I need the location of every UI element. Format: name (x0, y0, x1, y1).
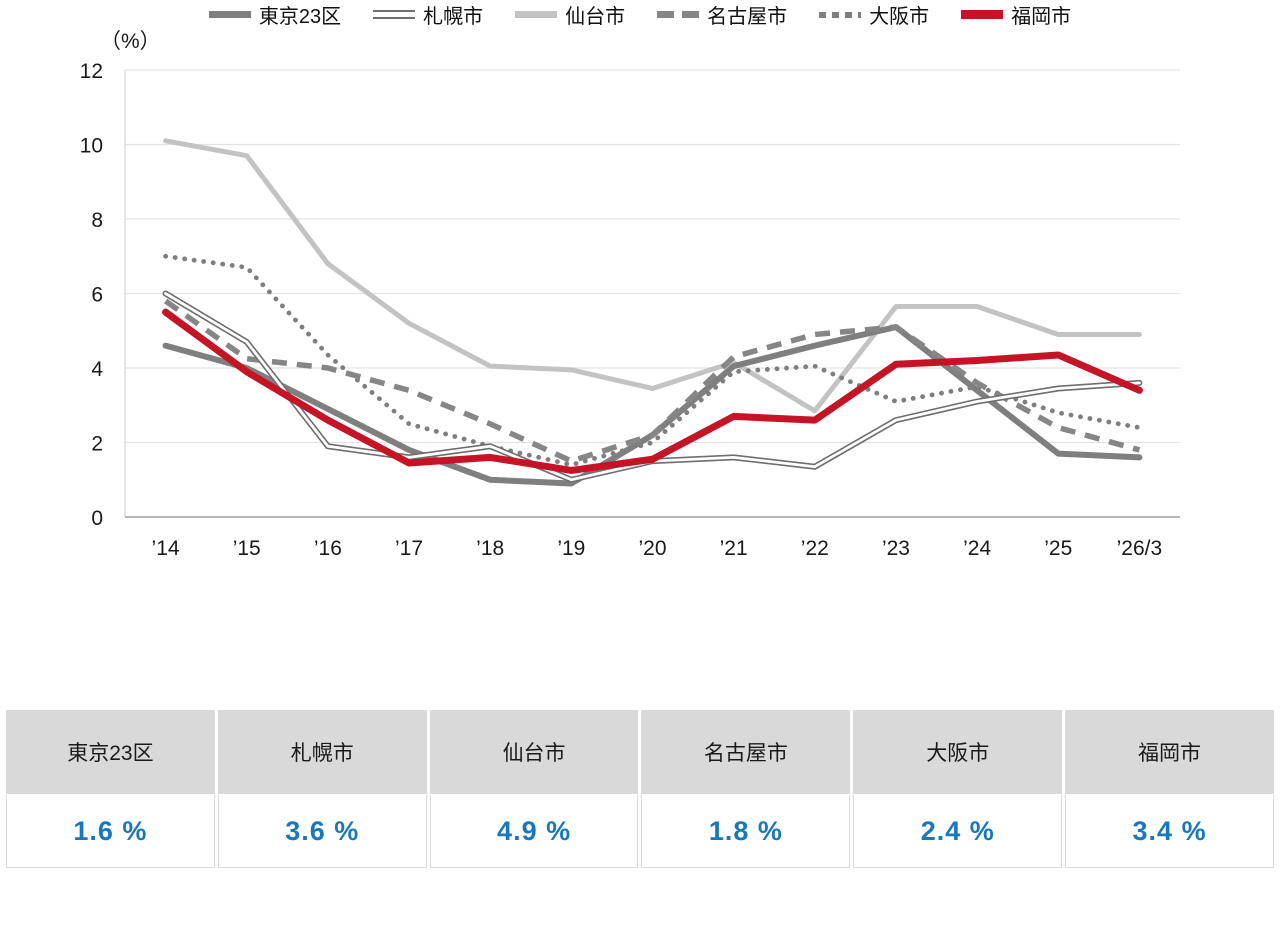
legend-label: 札幌市 (423, 6, 484, 28)
summary-header: 福岡市 (1065, 710, 1274, 794)
series-line-5 (162, 308, 1143, 474)
summary-column-osaka: 大阪市 2.4 % (853, 710, 1063, 868)
x-axis-tick-label: ’22 (801, 537, 829, 560)
y-axis-tick-label: 0 (91, 507, 103, 530)
summary-value: 3.6 % (217, 795, 427, 868)
fukuoka-line-swatch-icon (961, 10, 1004, 19)
y-axis-tick-label: 8 (91, 209, 103, 232)
summary-value: 1.6 % (6, 795, 215, 868)
y-axis-tick-label: 4 (91, 358, 103, 381)
osaka-line-swatch-icon (819, 11, 862, 18)
legend-item-tokyo23: 東京23区 (208, 0, 342, 29)
x-axis-tick-label: ’25 (1044, 537, 1072, 560)
summary-header: 大阪市 (853, 710, 1063, 794)
summary-column-tokyo23: 東京23区 1.6 % (6, 710, 215, 868)
legend-label: 名古屋市 (707, 6, 788, 28)
x-axis-tick-label: ’24 (963, 537, 991, 560)
series-line-3 (163, 298, 1141, 464)
x-axis-tick-label: ’21 (720, 537, 748, 560)
summary-value: 3.4 % (1065, 795, 1274, 868)
legend-item-sendai: 仙台市 (515, 0, 625, 29)
summary-column-fukuoka: 福岡市 3.4 % (1065, 710, 1274, 868)
legend-label: 福岡市 (1011, 6, 1072, 28)
gridlines: 0 2 4 6 8 10 12 (80, 60, 1180, 530)
summary-header: 名古屋市 (641, 710, 851, 794)
latest-vacancy-summary-table: 東京23区 1.6 % 札幌市 3.6 % 仙台市 4.9 % 名古屋市 1.8… (6, 710, 1274, 868)
legend-label: 仙台市 (565, 6, 626, 28)
vacancy-rate-line-chart: 0 2 4 6 8 10 12 （%） ’14 ’15 ’16 ’17 ’18 ’19 ’20 ’21 ’22 ’… (80, 30, 1180, 560)
legend-label: 東京23区 (258, 6, 342, 28)
legend-item-nagoya: 名古屋市 (657, 0, 787, 29)
x-axis-tick-label: ’14 (152, 537, 180, 560)
x-axis-tick-label: ’17 (395, 537, 423, 560)
legend-item-fukuoka: 福岡市 (961, 0, 1071, 29)
x-axis-tick-label: ’18 (476, 537, 504, 560)
legend-item-osaka: 大阪市 (819, 0, 929, 29)
x-axis-tick-label: ’20 (638, 537, 666, 560)
summary-column-nagoya: 名古屋市 1.8 % (641, 710, 851, 868)
y-axis-tick-label: 10 (80, 135, 103, 158)
summary-header: 東京23区 (6, 710, 215, 794)
tokyo23-line-swatch-icon (208, 11, 251, 18)
y-axis-tick-label: 2 (91, 433, 103, 456)
nagoya-line-swatch-icon (657, 11, 700, 18)
summary-header: 仙台市 (429, 710, 639, 794)
y-axis-unit-label: （%） (100, 30, 161, 53)
sapporo-line-swatch-icon (373, 10, 416, 19)
sendai-line-swatch-icon (515, 11, 558, 18)
x-axis-tick-label: ’15 (233, 537, 261, 560)
x-axis-tick-label: ’23 (882, 537, 910, 560)
summary-value: 2.4 % (853, 795, 1063, 868)
legend-item-sapporo: 札幌市 (373, 0, 483, 29)
x-axis-tick-label: ’26/3 (1117, 537, 1163, 560)
summary-value: 1.8 % (641, 795, 851, 868)
y-axis-tick-label: 6 (91, 284, 103, 307)
summary-header: 札幌市 (217, 710, 427, 794)
legend-label: 大阪市 (869, 6, 930, 28)
y-axis-tick-label: 12 (80, 60, 103, 83)
summary-column-sapporo: 札幌市 3.6 % (217, 710, 427, 868)
series-line-2 (163, 138, 1142, 414)
x-axis-tick-label: ’16 (314, 537, 342, 560)
summary-column-sendai: 仙台市 4.9 % (429, 710, 639, 868)
chart-legend: 東京23区 札幌市 仙台市 名古屋市 大阪市 福岡市 (0, 0, 1280, 29)
summary-value: 4.9 % (429, 795, 639, 868)
x-axis-tick-label: ’19 (557, 537, 585, 560)
